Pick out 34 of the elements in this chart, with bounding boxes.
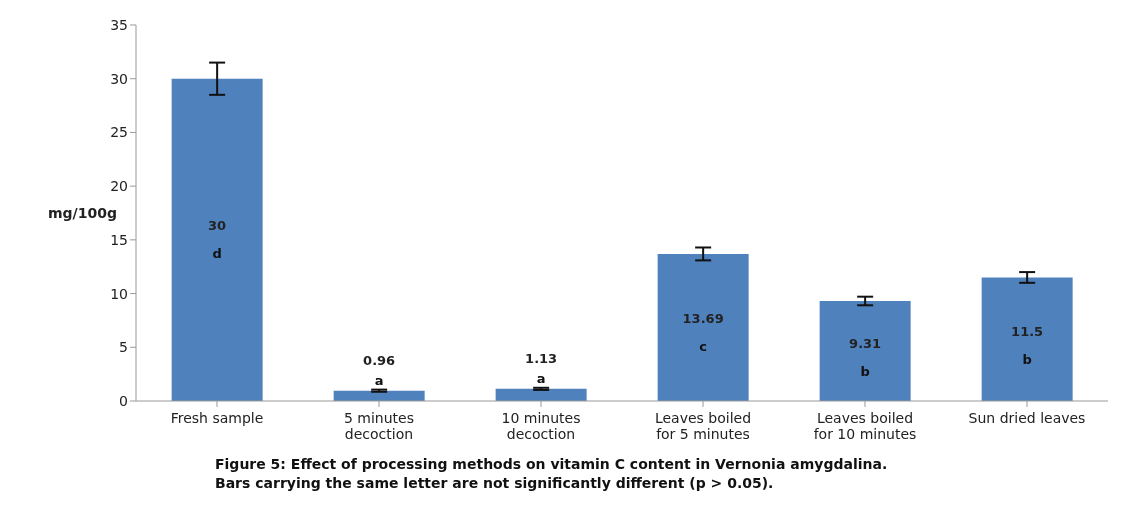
x-tick-label: 5 minutes decoction: [343, 410, 415, 442]
y-axis-title: mg/100g: [48, 204, 117, 221]
x-tick-label: 10 minutes decoction: [501, 410, 581, 442]
annotation: d: [212, 246, 222, 262]
y-tick-label: 25: [110, 124, 128, 141]
y-tick-label: 15: [110, 231, 128, 248]
annotation: b: [860, 363, 870, 379]
data-label: 11.5: [1011, 323, 1044, 339]
annotation: a: [374, 372, 384, 388]
bar: [171, 78, 263, 401]
data-label: 9.31: [849, 335, 882, 351]
annotation: c: [699, 339, 707, 355]
data-label: 0.96: [363, 352, 396, 368]
caption: Figure 5: Effect of processing methods on vitamin C content in Vernonia amygdalina.: [215, 455, 889, 474]
annotation: b: [1022, 351, 1032, 367]
bar: [495, 388, 587, 401]
y-tick-label: 10: [110, 285, 128, 302]
x-tick-label: Sun dried leaves: [968, 410, 1086, 426]
text: Bars carrying the same letter are not significantly different (p > 0.05).: [215, 474, 775, 493]
bar: [819, 300, 911, 401]
x-tick-label: Leaves boiled for 10 minutes: [813, 410, 917, 442]
y-tick-label: 30: [110, 70, 128, 87]
x-tick-label: Leaves boiled for 5 minutes: [654, 410, 752, 442]
y-tick-label: 20: [110, 178, 128, 195]
annotation: a: [536, 370, 546, 386]
y-tick-label: 35: [110, 16, 128, 33]
x-tick-label: Fresh sample: [170, 410, 264, 426]
data-label: 1.13: [525, 350, 558, 366]
data-label: 13.69: [682, 311, 724, 327]
bar: [981, 277, 1073, 401]
y-tick-label: 5: [119, 339, 128, 356]
bar: [657, 253, 749, 401]
y-tick-label: 0: [119, 392, 128, 409]
data-label: 30: [208, 218, 227, 234]
